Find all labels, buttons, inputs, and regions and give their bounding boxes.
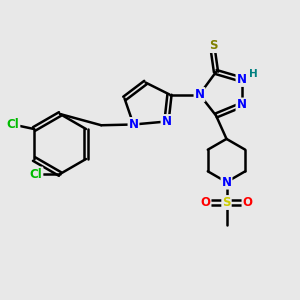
Text: N: N — [194, 88, 205, 101]
Text: H: H — [248, 69, 257, 79]
Text: S: S — [222, 196, 231, 209]
Text: O: O — [242, 196, 253, 209]
Text: N: N — [161, 115, 172, 128]
Text: S: S — [209, 39, 217, 52]
Text: O: O — [200, 196, 211, 209]
Text: Cl: Cl — [30, 167, 42, 181]
Text: N: N — [221, 176, 232, 189]
Text: N: N — [236, 73, 247, 86]
Text: N: N — [128, 118, 139, 131]
Text: Cl: Cl — [7, 118, 20, 131]
Text: N: N — [236, 98, 247, 112]
